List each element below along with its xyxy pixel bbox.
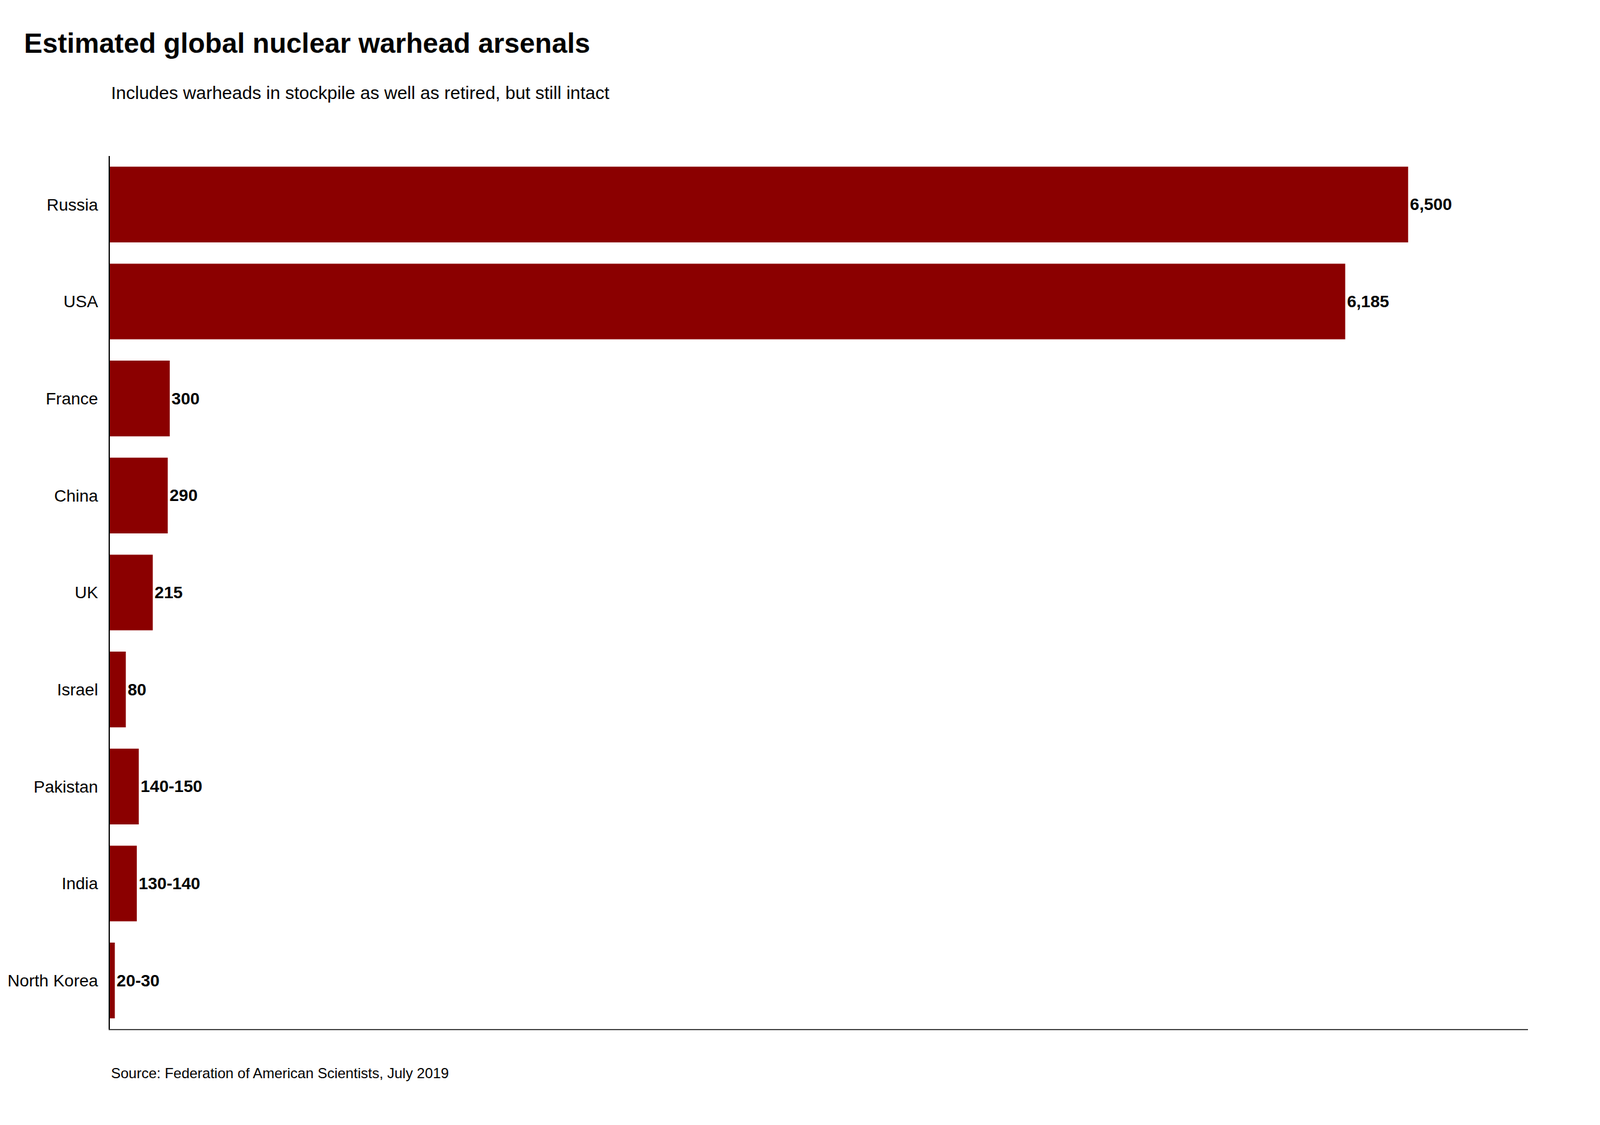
svg-text:Source: Federation of American: Source: Federation of American Scientist… [111, 1065, 449, 1082]
svg-text:UK: UK [74, 583, 98, 602]
svg-text:France: France [45, 389, 98, 409]
svg-text:USA: USA [63, 292, 99, 311]
svg-text:India: India [61, 874, 99, 894]
svg-text:6,185: 6,185 [1346, 292, 1389, 311]
svg-text:140-150: 140-150 [140, 777, 203, 796]
svg-text:130-140: 130-140 [138, 874, 201, 894]
svg-text:Israel: Israel [57, 680, 98, 700]
svg-text:80: 80 [127, 680, 147, 700]
svg-text:Includes warheads in stockpile: Includes warheads in stockpile as well a… [111, 82, 610, 103]
svg-text:290: 290 [169, 486, 199, 505]
svg-text:China: China [54, 486, 99, 506]
svg-text:20-30: 20-30 [116, 971, 160, 991]
svg-text:Russia: Russia [46, 195, 99, 215]
svg-text:Estimated global nuclear warhe: Estimated global nuclear warhead arsenal… [24, 27, 590, 59]
svg-text:300: 300 [171, 389, 200, 409]
svg-text:North Korea: North Korea [7, 971, 98, 991]
svg-text:6,500: 6,500 [1409, 195, 1452, 214]
svg-text:Pakistan: Pakistan [33, 777, 98, 797]
svg-text:215: 215 [154, 583, 184, 602]
